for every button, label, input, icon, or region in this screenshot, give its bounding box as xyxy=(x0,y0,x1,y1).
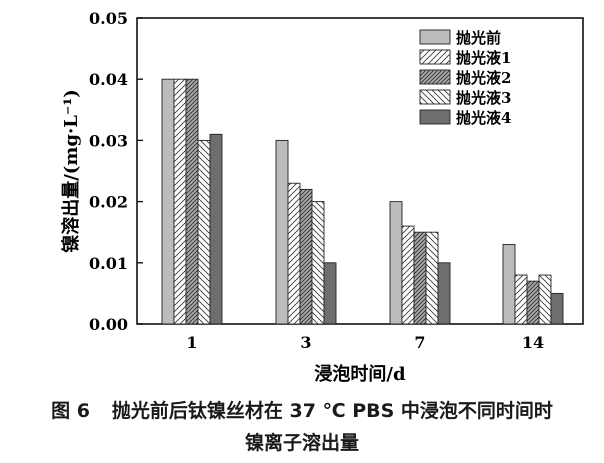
bars xyxy=(161,78,564,325)
y-tick-label: 0.05 xyxy=(89,9,128,28)
x-tick-label: 3 xyxy=(300,333,311,352)
x-axis: 1 3 7 14 xyxy=(186,318,544,352)
legend-label: 抛光前 xyxy=(456,29,501,47)
legend-label: 抛光液3 xyxy=(456,89,511,107)
bar xyxy=(161,78,175,325)
y-tick-label: 0.00 xyxy=(89,315,128,334)
x-tick-label: 7 xyxy=(414,333,425,352)
y-tick-label: 0.03 xyxy=(89,131,128,150)
figure-number: 图 6 xyxy=(51,400,90,422)
legend-swatch xyxy=(419,29,451,45)
bar-chart: 0.000.010.020.030.040.05 1 3 7 14 抛光前抛光液1抛光… xyxy=(60,9,584,385)
y-tick-label: 0.04 xyxy=(89,70,128,89)
bar xyxy=(287,182,301,325)
bar xyxy=(437,262,451,325)
bar xyxy=(526,280,540,325)
bar xyxy=(299,188,313,325)
bar xyxy=(502,243,516,325)
y-tick-label: 0.01 xyxy=(89,254,128,273)
y-axis-label: 镍溶出量/(mg·L⁻¹) xyxy=(60,89,82,253)
figure-caption-line-2: 镍离子溶出量 xyxy=(0,428,604,455)
legend-label: 抛光液1 xyxy=(456,49,511,67)
bar xyxy=(275,139,289,325)
legend-swatch xyxy=(419,89,451,105)
bar xyxy=(185,78,199,325)
x-tick-label: 14 xyxy=(522,333,544,352)
legend-swatch xyxy=(419,69,451,85)
y-tick-label: 0.02 xyxy=(89,193,128,212)
bar xyxy=(209,133,223,325)
bar xyxy=(514,274,528,325)
legend-swatch xyxy=(419,109,451,125)
plot-frame xyxy=(136,17,584,325)
legend-swatch xyxy=(419,49,451,65)
figure-caption-line-1: 图 6 抛光前后钛镍丝材在 37 ℃ PBS 中浸泡不同时间时 xyxy=(0,396,604,423)
bar xyxy=(538,274,552,325)
bar xyxy=(401,225,415,325)
y-axis: 0.00 0.01 0.02 0.03 0.04 0.05 xyxy=(89,9,143,334)
bar xyxy=(425,231,439,325)
bar xyxy=(389,201,403,325)
legend-label: 抛光液4 xyxy=(456,109,511,127)
caption-text-2: 镍离子溶出量 xyxy=(244,432,359,454)
caption-text-1: 抛光前后钛镍丝材在 37 ℃ PBS 中浸泡不同时间时 xyxy=(111,400,553,422)
x-tick-label: 1 xyxy=(186,333,197,352)
bar xyxy=(173,78,187,325)
bar xyxy=(413,231,427,325)
legend-label: 抛光液2 xyxy=(456,69,511,87)
bar xyxy=(197,139,211,325)
bar xyxy=(311,201,325,325)
x-axis-label: 浸泡时间/d xyxy=(314,363,406,385)
bar xyxy=(323,262,337,325)
bar xyxy=(550,292,564,325)
